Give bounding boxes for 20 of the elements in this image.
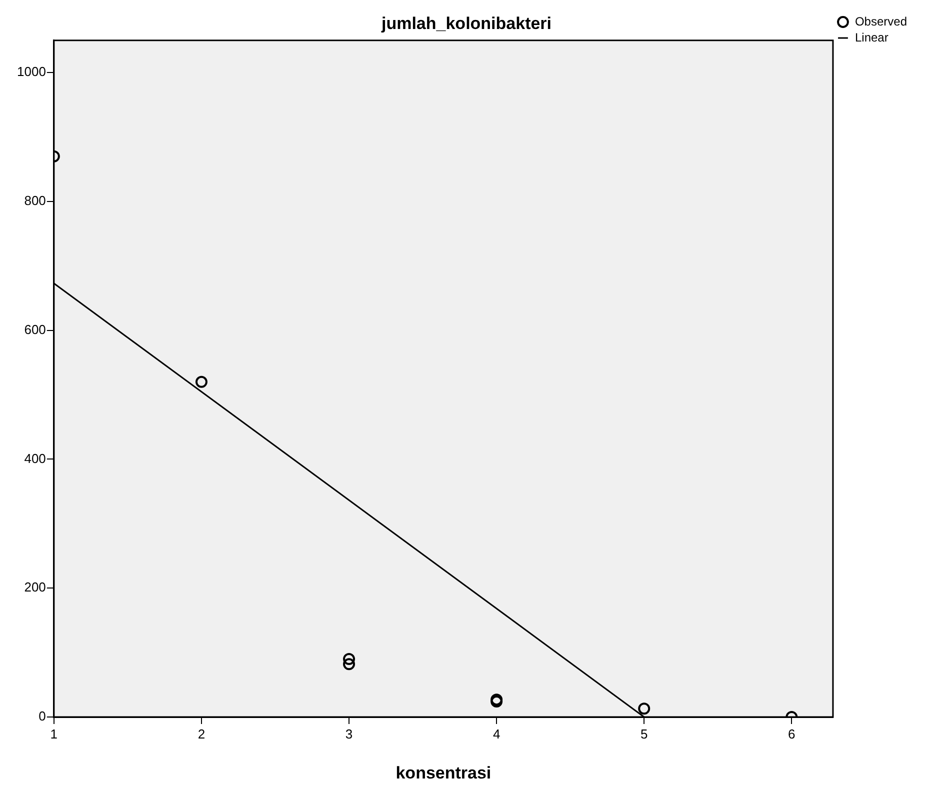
y-tick-label: 400 bbox=[24, 450, 46, 466]
x-tick-label: 2 bbox=[198, 726, 206, 742]
chart-title: jumlah_kolonibakteri bbox=[380, 14, 552, 33]
y-tick-label: 200 bbox=[24, 580, 46, 595]
y-tick-label: 600 bbox=[24, 322, 46, 337]
point bbox=[195, 376, 208, 388]
x-tick-label: 5 bbox=[640, 726, 648, 742]
x-tick-label: 4 bbox=[492, 726, 500, 742]
x-tick-label: 3 bbox=[345, 726, 353, 742]
x-axis-title: konsentrasi bbox=[396, 763, 492, 782]
legend-label: Observed bbox=[854, 14, 908, 28]
point bbox=[343, 658, 356, 670]
y-tick-label: 1000 bbox=[17, 64, 46, 80]
point bbox=[638, 702, 650, 715]
legend-label: Linear bbox=[854, 30, 888, 44]
point bbox=[343, 653, 356, 666]
x-tick-label: 6 bbox=[788, 726, 796, 742]
y-tick-label: 800 bbox=[24, 193, 46, 208]
x-tick-label: 1 bbox=[50, 726, 58, 742]
y-tick-label: 0 bbox=[38, 708, 46, 724]
